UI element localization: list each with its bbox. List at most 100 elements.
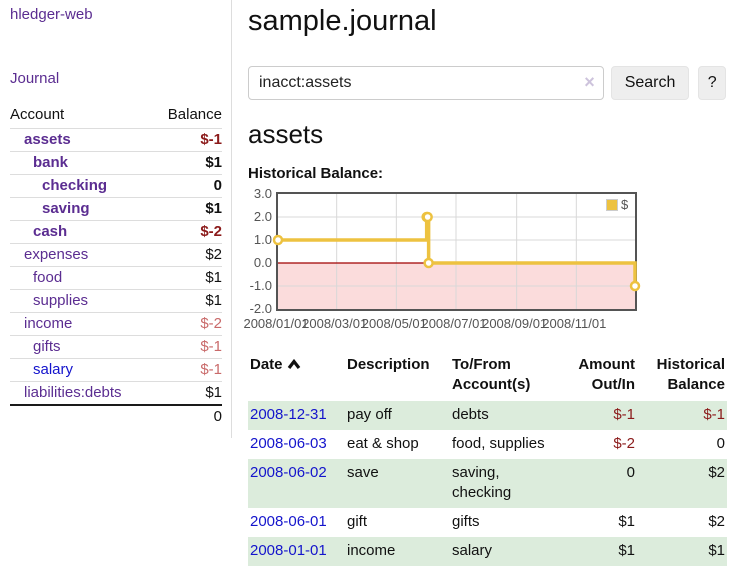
chart-plot-svg	[272, 194, 641, 310]
register-header-description: Description	[347, 356, 430, 374]
accounts-header-balance: Balance	[167, 106, 222, 123]
account-cell: bank	[10, 151, 153, 175]
register-amount-cell: $-2	[613, 435, 635, 453]
accounts-header-row: Account Balance	[10, 104, 222, 129]
account-balance-cell: $-1	[152, 358, 222, 382]
account-balance-cell: $-2	[152, 220, 222, 244]
y-axis-tick-label: -2.0	[249, 301, 272, 317]
account-link[interactable]: liabilities:debts	[24, 384, 122, 401]
x-axis-tick-label: 2008/11/01	[542, 316, 607, 332]
chart-section-label: Historical Balance:	[248, 165, 384, 183]
journal-link[interactable]: Journal	[10, 70, 60, 87]
account-cell: cash	[10, 220, 153, 244]
register-balance-cell: $2	[708, 464, 725, 482]
register-tofrom-cell: food, supplies	[452, 435, 545, 453]
help-button[interactable]: ?	[698, 66, 726, 101]
y-axis-tick-label: -1.0	[249, 278, 272, 294]
chart-plot-area	[272, 192, 641, 312]
account-cell: saving	[10, 197, 153, 221]
transaction-date-link[interactable]: 2008-06-01	[250, 513, 327, 531]
x-axis-tick-label: 2008/03/01	[302, 316, 368, 332]
register-header-date[interactable]: Date	[248, 353, 345, 401]
page-title: sample.journal	[248, 5, 437, 37]
y-axis-tick-label: 1.0	[253, 232, 272, 248]
account-link[interactable]: food	[33, 269, 63, 286]
register-header-balance: Historical Balance	[656, 356, 725, 394]
account-balance-cell: $1	[152, 151, 222, 175]
x-axis-tick-label: 2008/01/01	[243, 316, 309, 332]
register-tofrom-cell: debts	[452, 406, 489, 424]
account-row: supplies $1	[10, 289, 222, 313]
search-button[interactable]: Search	[610, 66, 690, 101]
account-cell: expenses	[10, 243, 153, 267]
account-link[interactable]: assets	[24, 131, 71, 148]
account-link[interactable]: checking	[42, 177, 108, 194]
account-link[interactable]: gifts	[33, 338, 61, 355]
transaction-date-link[interactable]: 2008-12-31	[250, 406, 327, 424]
account-balance-cell: $1	[152, 289, 222, 313]
account-balance-cell: $2	[152, 243, 222, 267]
register-description-cell: income	[347, 542, 396, 560]
chart-legend: $	[605, 196, 630, 214]
register-tofrom-cell: saving, checking	[452, 464, 512, 502]
sidebar: hledger-web Journal Account Balance asse…	[0, 0, 232, 438]
account-link[interactable]: cash	[33, 223, 68, 240]
register-header-row: Date Description To/From Account(s) Amou…	[248, 353, 727, 401]
register-row: 2008-12-31 pay off debts $-1 $-1	[248, 401, 727, 431]
account-row: cash $-2	[10, 220, 222, 244]
search-input[interactable]	[248, 66, 604, 101]
x-axis-tick-label: 2008/07/01	[421, 316, 487, 332]
account-row: checking 0	[10, 174, 222, 198]
historical-balance-chart: $ 3.0 2.0 1.0 0.0 -1.0 -2.0 2008/01/01 2008/03/…	[243, 186, 726, 332]
register-row: 2008-06-01 gift gifts $1 $2	[248, 508, 727, 537]
app-title-link[interactable]: hledger-web	[10, 6, 93, 23]
account-link[interactable]: expenses	[24, 246, 89, 263]
account-link[interactable]: income	[24, 315, 73, 332]
register-balance-cell: $1	[708, 542, 725, 560]
sort-ascending-icon	[287, 356, 301, 376]
account-link[interactable]: saving	[42, 200, 90, 217]
account-cell: supplies	[10, 289, 153, 313]
register-description-cell: gift	[347, 513, 368, 531]
account-cell: liabilities:debts	[10, 381, 153, 405]
register-row: 2008-06-02 save saving, checking 0 $2	[248, 459, 727, 509]
account-row: saving $1	[10, 197, 222, 221]
register-row: 2008-01-01 income salary $1 $1	[248, 537, 727, 567]
y-axis-tick-label: 2.0	[253, 209, 272, 225]
transaction-date-link[interactable]: 2008-06-03	[250, 435, 327, 453]
accounts-table: Account Balance assets $-1 bank $1 check…	[10, 104, 222, 428]
account-cell: gifts	[10, 335, 153, 359]
account-cell: assets	[10, 128, 153, 152]
account-cell: food	[10, 266, 153, 290]
y-axis-tick-label: 3.0	[253, 186, 272, 202]
account-row: salary $-1	[10, 358, 222, 382]
clear-search-icon[interactable]: ×	[584, 72, 595, 93]
register-header-tofrom: To/From Account(s)	[452, 356, 531, 394]
register-tofrom-cell: salary	[452, 542, 493, 560]
account-link[interactable]: supplies	[33, 292, 89, 309]
accounts-total-value: 0	[152, 404, 222, 428]
account-row: gifts $-1	[10, 335, 222, 359]
register-description-cell: pay off	[347, 406, 392, 424]
register-date-cell: 2008-12-31	[248, 401, 345, 430]
account-link[interactable]: bank	[33, 154, 69, 171]
account-link[interactable]: salary	[33, 361, 74, 378]
account-balance-cell: $1	[152, 197, 222, 221]
register-amount-cell: $1	[618, 513, 635, 531]
transaction-date-link[interactable]: 2008-06-02	[250, 464, 327, 482]
register-table: Date Description To/From Account(s) Amou…	[248, 353, 727, 567]
accounts-header-account: Account	[10, 106, 65, 123]
account-row: expenses $2	[10, 243, 222, 267]
accounts-total-row: 0	[10, 404, 222, 428]
register-date-cell: 2008-06-01	[248, 508, 345, 537]
transaction-date-link[interactable]: 2008-01-01	[250, 542, 327, 560]
register-description-cell: save	[347, 464, 379, 482]
account-row: bank $1	[10, 151, 222, 175]
register-balance-cell: $2	[708, 513, 725, 531]
search-bar: × Search ?	[248, 66, 726, 101]
account-cell: salary	[10, 358, 153, 382]
register-description-cell: eat & shop	[347, 435, 419, 453]
account-balance-cell: $1	[152, 266, 222, 290]
register-amount-cell: $-1	[613, 406, 635, 424]
app: hledger-web Journal Account Balance asse…	[0, 0, 727, 567]
